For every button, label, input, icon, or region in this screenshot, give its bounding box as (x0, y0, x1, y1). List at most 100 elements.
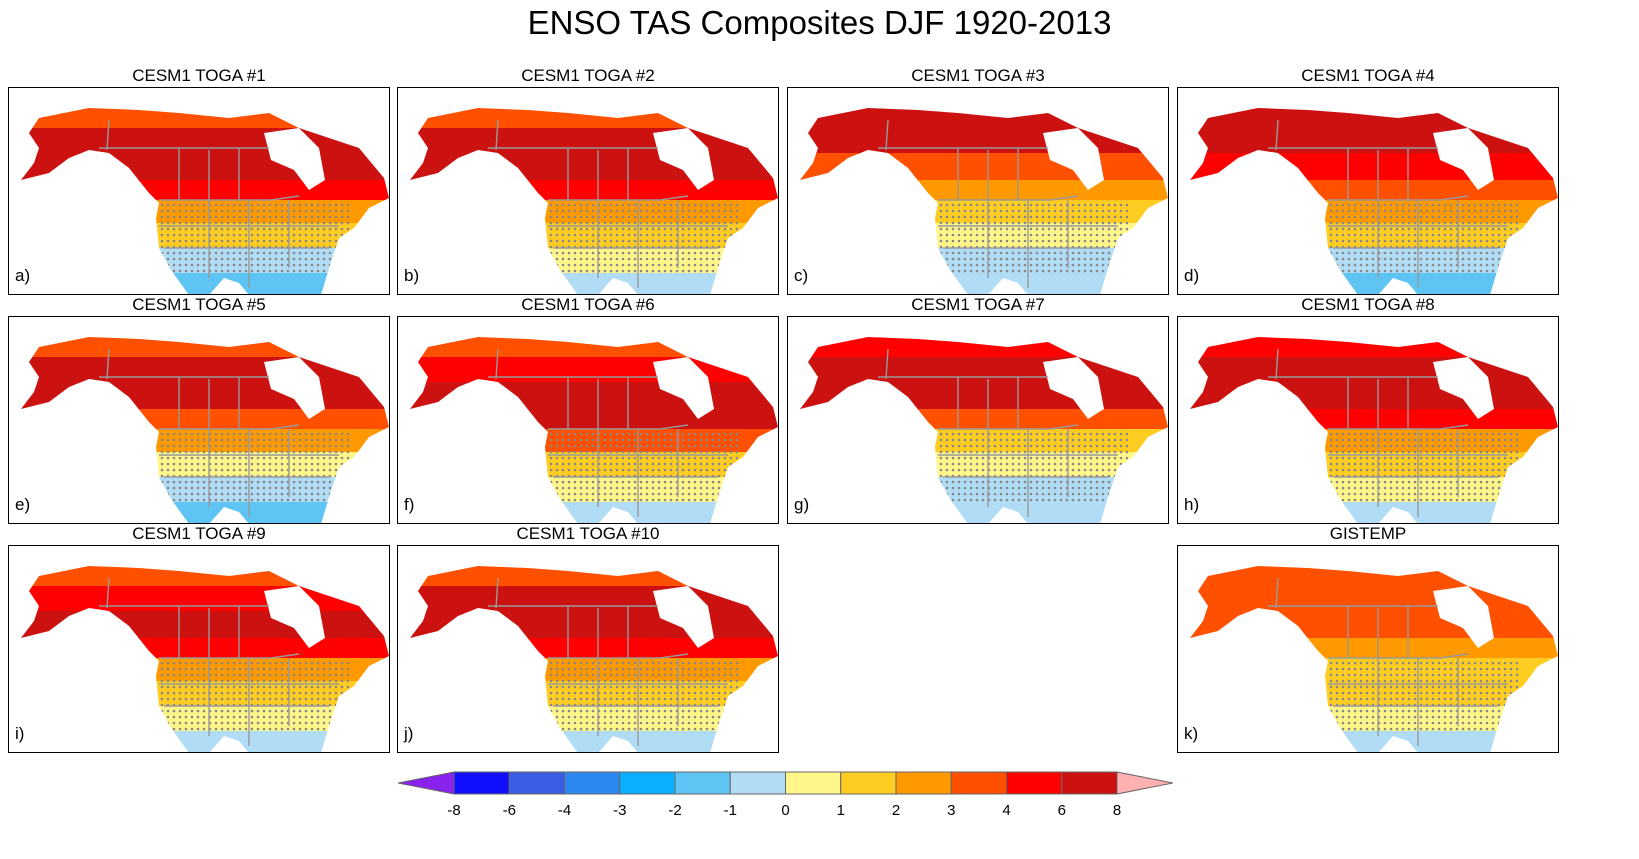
significance-stipple (938, 429, 1128, 504)
political-borders (99, 119, 339, 288)
contour-band (410, 409, 778, 430)
contour-band (1190, 566, 1558, 587)
colorbar-box (950, 771, 1007, 795)
panel-label: a) (15, 266, 31, 285)
colorbar-tick-label: 2 (891, 802, 901, 819)
north-america-land (410, 566, 778, 752)
panel-title: CESM1 TOGA #4 (1301, 66, 1435, 85)
north-america-land (1190, 337, 1558, 523)
contour-band (800, 153, 1168, 181)
colorbar-tick-label: 1 (836, 802, 845, 819)
hudson-bay (653, 357, 714, 419)
significance-stipple (159, 429, 349, 504)
north-america-land (800, 108, 1168, 294)
colorbar-tick-label: 8 (1112, 802, 1122, 819)
contour-band (1190, 128, 1558, 154)
map-frame: h) (1177, 316, 1559, 524)
map-panel: CESM1 TOGA #5 e) (8, 295, 390, 524)
colorbar-high-triangle (1116, 771, 1173, 795)
colorbar (398, 771, 1173, 795)
panel-title: CESM1 TOGA #5 (132, 295, 266, 314)
contour-band (410, 337, 778, 358)
hudson-bay (653, 128, 714, 190)
colorbar-box (729, 771, 786, 795)
colorbar-tick-label: 6 (1057, 802, 1066, 819)
colorbar-tick-label: -1 (723, 802, 737, 819)
contour-band (410, 502, 778, 523)
north-america-land (1190, 566, 1558, 752)
contour-band (1190, 337, 1558, 358)
contour-band (800, 382, 1168, 410)
map-panel: GISTEMP k) (1177, 524, 1559, 753)
map-frame: g) (787, 316, 1169, 524)
contour-band (410, 153, 778, 181)
contour-band (21, 586, 389, 612)
contour-band (800, 337, 1168, 358)
colorbar-box (840, 771, 897, 795)
political-borders (99, 577, 339, 746)
panel-title: CESM1 TOGA #2 (521, 66, 655, 85)
map-panel: CESM1 TOGA #2 b) (397, 66, 779, 295)
map-panel: CESM1 TOGA #4 d) (1177, 66, 1559, 295)
colorbar-tick-label: 0 (781, 802, 790, 819)
contour-band (410, 108, 778, 129)
contour-band (1190, 153, 1558, 181)
contour-band (410, 382, 778, 410)
panel-label: h) (1184, 495, 1200, 514)
contour-band (21, 337, 389, 358)
map-frame: f) (397, 316, 779, 524)
contour-band (21, 180, 389, 201)
map-frame: b) (397, 87, 779, 295)
north-america-land (21, 337, 389, 523)
north-america-land (21, 566, 389, 752)
contour-band (410, 566, 778, 587)
north-america-land (410, 337, 778, 523)
map-panel: CESM1 TOGA #9 i) (8, 524, 390, 753)
political-borders (1268, 577, 1508, 746)
contour-band (21, 128, 389, 154)
contour-band (1190, 586, 1558, 612)
colorbar-box (895, 771, 952, 795)
contour-band (21, 108, 389, 129)
panel-title: CESM1 TOGA #7 (911, 295, 1045, 314)
contour-band (1190, 638, 1558, 659)
significance-stipple (548, 658, 738, 733)
contour-band (21, 273, 389, 294)
contour-band (800, 409, 1168, 430)
map-panel: CESM1 TOGA #10 j) (397, 524, 779, 753)
contour-band (800, 357, 1168, 383)
contour-band (800, 128, 1168, 154)
colorbar-box (508, 771, 565, 795)
significance-stipple (938, 200, 1128, 275)
contour-band (410, 357, 778, 383)
contour-band (1190, 502, 1558, 523)
contour-band (1190, 382, 1558, 410)
significance-stipple (1328, 200, 1518, 275)
map-frame: c) (787, 87, 1169, 295)
political-borders (488, 577, 728, 746)
panel-label: b) (404, 266, 420, 285)
map-panel: CESM1 TOGA #8 h) (1177, 295, 1559, 524)
map-frame: a) (8, 87, 390, 295)
panel-title: GISTEMP (1329, 524, 1407, 543)
significance-stipple (1328, 658, 1518, 733)
contour-band (1190, 180, 1558, 201)
contour-band (21, 153, 389, 181)
significance-stipple (159, 200, 349, 275)
political-borders (99, 348, 339, 517)
map-frame: d) (1177, 87, 1559, 295)
contour-band (410, 731, 778, 752)
contour-band (800, 108, 1168, 129)
colorbar-box (1061, 771, 1118, 795)
map-frame: k) (1177, 545, 1559, 753)
political-borders (1268, 348, 1508, 517)
panel-label: c) (794, 266, 809, 285)
contour-band (21, 409, 389, 430)
contour-band (410, 611, 778, 639)
panel-label: d) (1184, 266, 1200, 285)
significance-stipple (548, 200, 738, 275)
hudson-bay (1043, 357, 1104, 419)
panel-title: CESM1 TOGA #1 (132, 66, 266, 85)
panel-title: CESM1 TOGA #8 (1301, 295, 1435, 314)
figure-title: ENSO TAS Composites DJF 1920-2013 (527, 4, 1112, 41)
